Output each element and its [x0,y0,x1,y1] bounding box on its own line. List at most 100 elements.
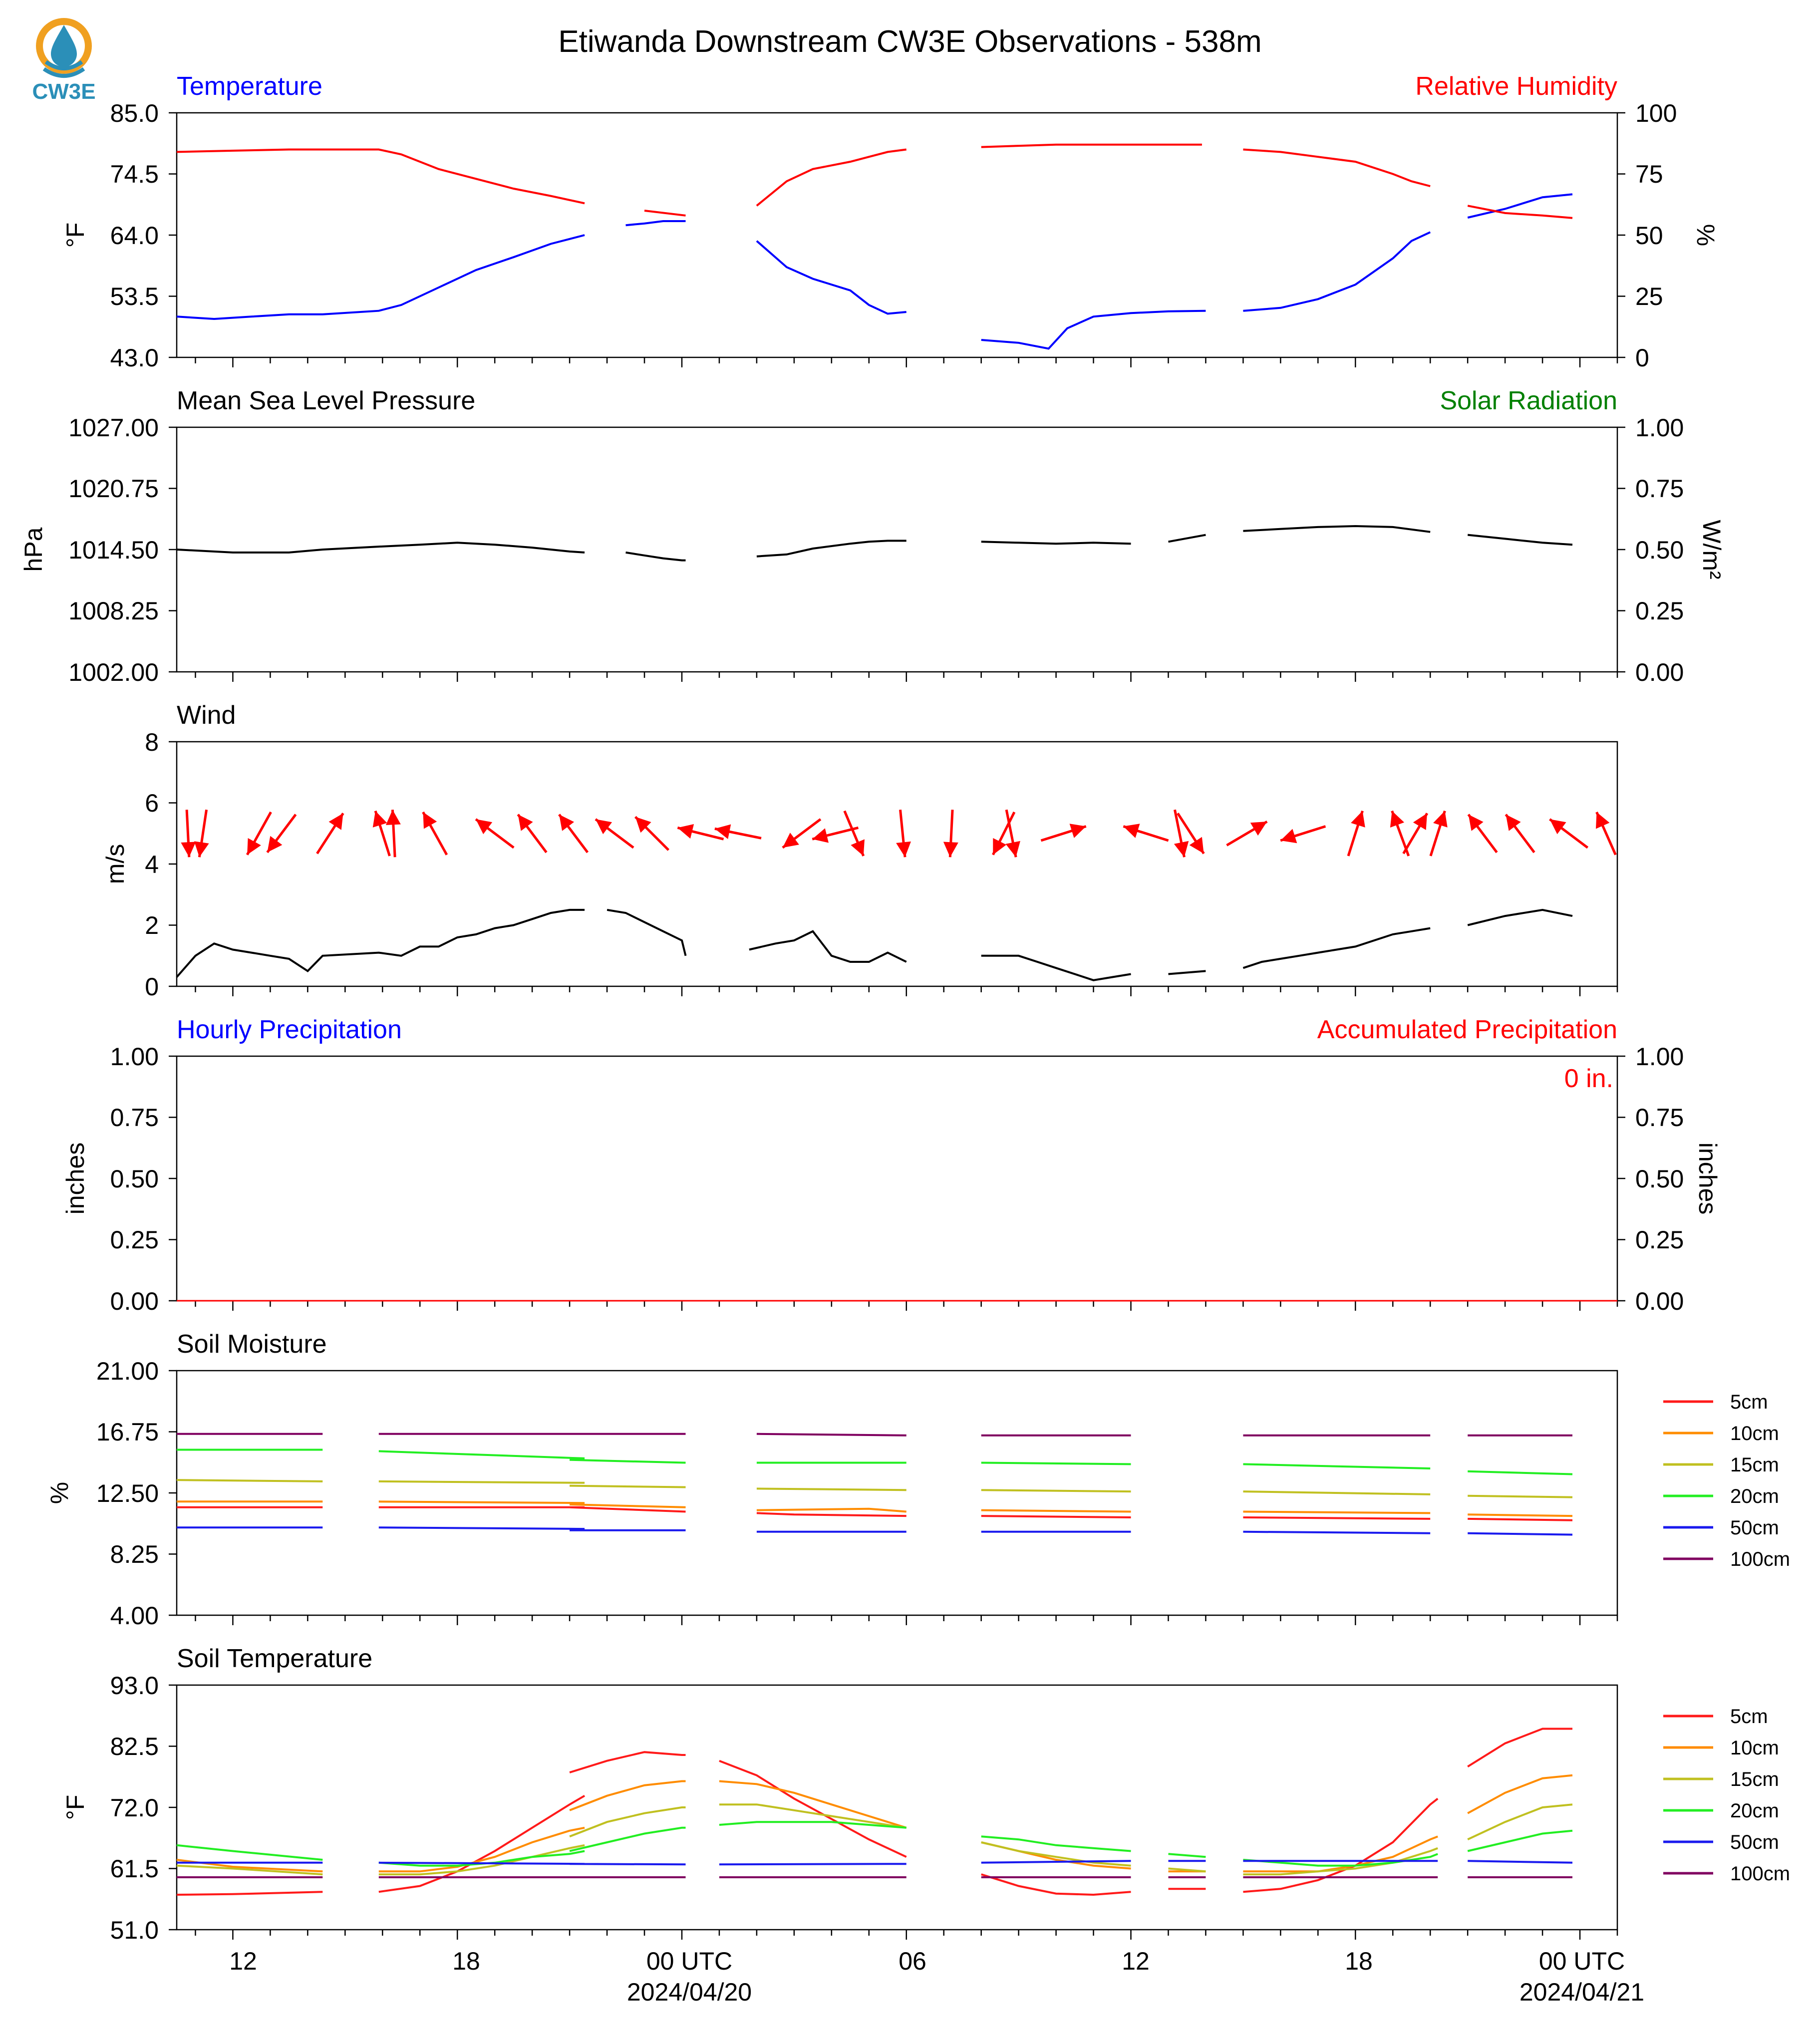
legend-entry: 15cm [1663,1454,1779,1476]
wind-vector-head [677,824,694,839]
legend-entry: 50cm [1663,1517,1779,1539]
cw3e-logo-icon [36,18,92,78]
wind-vector-head [247,838,261,855]
wind-vector-head [1468,814,1484,831]
wind-vector-head [635,817,651,833]
wind-vector-head [1189,837,1204,854]
soil-moisture-20cm-line [177,1450,1584,1474]
wind-vector-head [1549,819,1566,835]
pressure-tick-label: 1002.00 [68,658,159,686]
pressure-solar-panel: Mean Sea Level Pressure Solar Radiation … [19,386,1726,686]
pressure-title: Mean Sea Level Pressure [177,386,475,415]
x-tick-label: 18 [452,1947,480,1975]
solar-tick-label: 0.75 [1635,475,1684,503]
soil-moisture-15cm-line [177,1480,1584,1497]
legend-label: 5cm [1730,1391,1768,1413]
precip-tick-label: 0.50 [110,1165,159,1193]
accum-precip-tick-label: 0.50 [1635,1165,1684,1193]
accum-precip-title: Accumulated Precipitation [1317,1015,1617,1044]
soil-moisture-plot-area [176,1370,1618,1616]
accum-precip-tick-label: 0.00 [1635,1287,1684,1315]
wind-vector-head [812,828,829,843]
legend-label: 20cm [1730,1485,1779,1507]
wind-vector-head [1433,811,1448,828]
wind-vector-head [896,841,911,858]
legend-entry: 20cm [1663,1485,1779,1507]
wind-vector-head [194,841,209,858]
legend-label: 100cm [1730,1548,1790,1570]
legend-label: 15cm [1730,1454,1779,1476]
legend-label: 15cm [1730,1768,1779,1790]
wind-panel: Wind 8 6 4 2 0 m/s [101,701,1618,1001]
pressure-yaxis: 1027.00 1020.75 1014.50 1008.25 1002.00 [68,414,159,686]
wind-vector-head [385,810,401,825]
wind-vector-head [1506,814,1521,831]
cw3e-logo-text: CW3E [32,79,95,104]
soil-temperature-axis-label: °F [61,1795,89,1820]
soil-moisture-panel: Soil Moisture 21.00 16.75 12.50 8.25 4.0… [45,1330,1790,1630]
soil-moisture-yaxis: 21.00 16.75 12.50 8.25 4.00 [96,1357,159,1630]
accum-precip-tick-label: 0.25 [1635,1226,1684,1254]
figure-title: Etiwanda Downstream CW3E Observations - … [558,24,1261,59]
precip-yaxis: 1.00 0.75 0.50 0.25 0.00 [110,1043,159,1315]
wind-vector-head [1123,824,1140,838]
solar-tick-label: 0.50 [1635,536,1684,564]
temperature-humidity-panel: Temperature Relative Humidity 85.0 74.5 … [61,72,1720,372]
accum-precip-tick-label: 1.00 [1635,1043,1684,1071]
wind-vector-head [782,833,799,848]
soil-temperature-yaxis: 93.0 82.5 72.0 61.5 51.0 [110,1672,159,1944]
temperature-title: Temperature [177,72,322,101]
solar-tick-label: 1.00 [1635,414,1684,442]
pressure-line [177,526,1584,561]
soil-moisture-tick-label: 12.50 [96,1479,159,1507]
x-tick-label: 12 [229,1947,257,1975]
legend-entry: 5cm [1663,1391,1768,1413]
soil-temperature-legend: 5cm 10cm 15cm 20cm 50cm 100cm [1663,1706,1790,1885]
legend-label: 5cm [1730,1706,1768,1728]
wind-vector-head [1250,822,1267,836]
legend-label: 50cm [1730,1517,1779,1539]
x-tick-label: 18 [1345,1947,1373,1975]
solar-axis-label: W/m² [1698,520,1726,579]
wind-vector-head [943,842,958,858]
humidity-axis-label: % [1692,224,1720,246]
temperature-tick-label: 53.5 [110,283,159,310]
wind-vector-head [1005,841,1020,858]
legend-entry: 10cm [1663,1423,1779,1445]
accum-precip-tick-label: 0.75 [1635,1104,1684,1132]
wind-vector-head [181,842,196,858]
solar-title: Solar Radiation [1440,386,1617,415]
wind-vector-head [1413,813,1427,830]
precip-tick-label: 0.75 [110,1104,159,1132]
legend-entry: 50cm [1663,1831,1779,1853]
wind-vector-head [1174,841,1189,858]
soil-moisture-tick-label: 16.75 [96,1418,159,1446]
soil-temperature-tick-label: 61.5 [110,1855,159,1883]
wind-vector-head [518,814,533,831]
legend-entry: 5cm [1663,1706,1768,1728]
temperature-tick-label: 85.0 [110,99,159,127]
legend-entry: 100cm [1663,1548,1790,1570]
wind-plot-area [176,741,1618,987]
humidity-tick-label: 25 [1635,283,1663,310]
humidity-tick-label: 0 [1635,344,1649,372]
temperature-yaxis: 85.0 74.5 64.0 53.5 43.0 [110,99,159,372]
accum-precip-yaxis: 1.00 0.75 0.50 0.25 0.00 [1635,1043,1684,1315]
soil-moisture-10cm-line [177,1501,1584,1516]
pressure-tick-label: 1027.00 [68,414,159,442]
soil-moisture-title: Soil Moisture [177,1330,327,1359]
humidity-title: Relative Humidity [1415,72,1617,101]
precipitation-plot-area [176,1055,1618,1302]
soil-moisture-50cm-line [177,1527,1584,1534]
time-axis: 12 18 00 UTC 06 12 18 00 UTC 2024/04/20 … [229,1947,1644,2006]
solar-yaxis: 1.00 0.75 0.50 0.25 0.00 [1635,414,1684,686]
wind-tick-label: 4 [145,851,159,878]
wind-vector-head [1069,824,1086,838]
legend-entry: 20cm [1663,1800,1779,1822]
accum-precip-total: 0 in. [1564,1064,1613,1093]
soil-temperature-tick-label: 82.5 [110,1733,159,1760]
wind-vector-head [714,824,731,839]
x-tick-label: 06 [899,1947,926,1975]
wind-title: Wind [177,701,236,730]
